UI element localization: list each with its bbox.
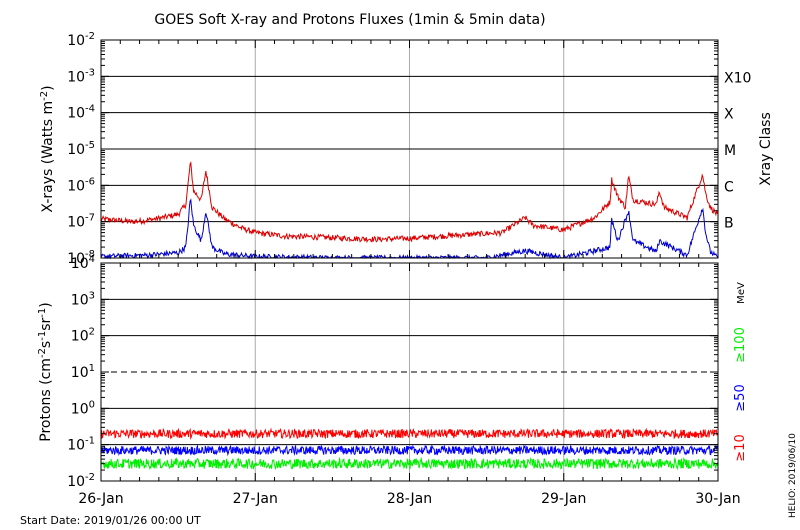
xray-ylabel-exp: -2 xyxy=(39,91,50,101)
proton-legend-entry: ≥10 xyxy=(733,434,748,461)
y-tick-label: 10-3 xyxy=(67,67,95,85)
proton-legend: ≥10 ≥50 ≥100 MeV xyxy=(733,282,748,462)
y-tick-mantissa: 10 xyxy=(67,251,85,267)
proton-series-line xyxy=(100,456,719,471)
xray-ylabel-text: X-rays (Watts m xyxy=(40,101,56,213)
xray-class-label: X xyxy=(724,107,734,123)
y-tick-label: 101 xyxy=(71,363,95,381)
proton-ylabel-exp3: -1 xyxy=(37,308,48,318)
y-tick-exponent: -5 xyxy=(85,140,95,151)
y-tick-exponent: -2 xyxy=(85,31,95,42)
y-tick-exponent: -7 xyxy=(85,213,95,224)
y-tick-mantissa: 10 xyxy=(67,106,85,122)
proton-ylabel-sr: sr xyxy=(38,317,54,330)
chart-title: GOES Soft X-ray and Protons Fluxes (1min… xyxy=(154,12,545,28)
y-tick-mantissa: 10 xyxy=(67,474,85,490)
proton-grid xyxy=(101,263,718,481)
proton-unit-label: MeV xyxy=(736,282,747,304)
y-tick-label: 103 xyxy=(71,290,95,308)
y-tick-mantissa: 10 xyxy=(71,401,89,417)
proton-series-line xyxy=(100,444,719,457)
y-tick-label: 100 xyxy=(71,399,95,417)
y-tick-exponent: 1 xyxy=(89,363,95,374)
x-tick-label: 30-Jan xyxy=(695,491,740,507)
x-tick-label: 29-Jan xyxy=(541,491,586,507)
y-tick-mantissa: 10 xyxy=(71,292,89,308)
y-tick-label: 10-7 xyxy=(67,213,95,231)
y-tick-label: 102 xyxy=(71,327,95,345)
y-tick-mantissa: 10 xyxy=(67,69,85,85)
y-tick-exponent: -2 xyxy=(85,472,95,483)
y-tick-exponent: 3 xyxy=(89,290,95,301)
proton-ylabel-exp1: -2 xyxy=(37,348,48,358)
y-tick-exponent: 4 xyxy=(89,254,95,265)
xray-class-title: Xray Class xyxy=(758,112,774,186)
y-tick-mantissa: 10 xyxy=(71,256,89,272)
x-axis-labels: 26-Jan 27-Jan 28-Jan 29-Jan 30-Jan xyxy=(78,491,740,507)
proton-series-group xyxy=(100,427,719,471)
y-tick-mantissa: 10 xyxy=(67,142,85,158)
y-tick-label: 10-4 xyxy=(67,104,95,122)
xray-class-label: X10 xyxy=(724,70,751,86)
y-tick-exponent: -3 xyxy=(85,67,95,78)
y-tick-exponent: -4 xyxy=(85,104,95,115)
y-tick-exponent: -6 xyxy=(85,176,95,187)
y-tick-mantissa: 10 xyxy=(71,329,89,345)
y-tick-label: 104 xyxy=(71,254,95,272)
proton-ylabel-s: s xyxy=(38,341,54,348)
y-tick-mantissa: 10 xyxy=(71,365,89,381)
y-tick-label: 10-8 xyxy=(67,249,95,267)
y-tick-mantissa: 10 xyxy=(67,215,85,231)
y-tick-label: 10-6 xyxy=(67,176,95,194)
proton-ylabel-close: ) xyxy=(38,302,54,307)
xray-series-long xyxy=(100,161,719,244)
y-tick-label: 10-2 xyxy=(67,472,95,490)
y-tick-label: 10-5 xyxy=(67,140,95,158)
xray-ylabel-close: ) xyxy=(40,85,56,90)
y-tick-exponent: 2 xyxy=(89,327,95,338)
proton-series-line xyxy=(100,427,719,440)
proton-ylabel-text: Protons (cm xyxy=(38,358,54,442)
x-tick-label: 28-Jan xyxy=(387,491,432,507)
y-tick-exponent: -8 xyxy=(85,249,95,260)
y-tick-mantissa: 10 xyxy=(67,33,85,49)
y-tick-mantissa: 10 xyxy=(67,438,85,454)
xray-class-label: M xyxy=(724,143,736,159)
x-tick-label: 27-Jan xyxy=(233,491,278,507)
y-tick-exponent: 0 xyxy=(89,399,95,410)
proton-legend-entry: ≥100 xyxy=(733,327,748,363)
xray-y-axis-label: X-rays (Watts m-2) xyxy=(39,85,56,212)
xray-class-label: B xyxy=(724,216,734,232)
y-tick-exponent: -1 xyxy=(85,436,95,447)
xray-class-labels: B C M X X10 xyxy=(724,70,751,231)
xray-y-ticks: 10-810-710-610-510-410-310-2 xyxy=(67,31,719,267)
xray-class-label: C xyxy=(724,179,734,195)
y-tick-mantissa: 10 xyxy=(67,178,85,194)
start-date-label: Start Date: 2019/01/26 00:00 UT xyxy=(20,514,201,527)
x-tick-label: 26-Jan xyxy=(78,491,123,507)
proton-legend-entry: ≥50 xyxy=(733,384,748,411)
proton-y-axis-label: Protons (cm-2s-1sr-1) xyxy=(37,302,54,441)
y-tick-label: 10-2 xyxy=(67,31,95,49)
proton-ylabel-exp2: -1 xyxy=(37,331,48,341)
helio-date-label: HELIO: 2019/06/10 xyxy=(788,433,798,518)
y-tick-label: 10-1 xyxy=(67,436,95,454)
xray-grid xyxy=(101,40,718,258)
